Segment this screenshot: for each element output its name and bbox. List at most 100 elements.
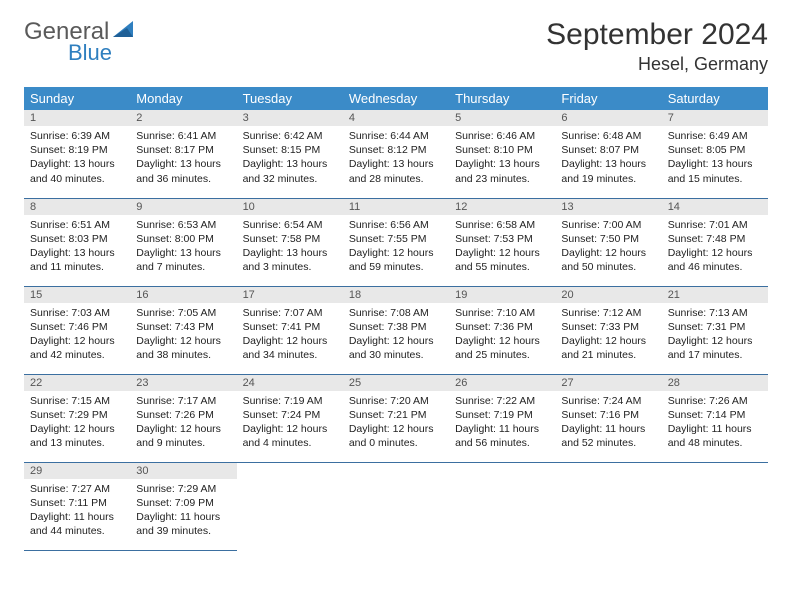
day-line-d2: and 7 minutes. [136,260,230,274]
day-line-d1: Daylight: 12 hours [349,422,443,436]
day-line-sr: Sunrise: 7:03 AM [30,306,124,320]
day-line-sr: Sunrise: 7:22 AM [455,394,549,408]
day-line-ss: Sunset: 8:03 PM [30,232,124,246]
day-line-sr: Sunrise: 7:26 AM [668,394,762,408]
day-details: Sunrise: 7:17 AMSunset: 7:26 PMDaylight:… [130,391,236,457]
day-details: Sunrise: 6:51 AMSunset: 8:03 PMDaylight:… [24,215,130,281]
day-line-sr: Sunrise: 6:58 AM [455,218,549,232]
calendar-day-cell: 12Sunrise: 6:58 AMSunset: 7:53 PMDayligh… [449,198,555,286]
day-number: 21 [662,287,768,303]
day-line-d2: and 17 minutes. [668,348,762,362]
calendar-day-cell: 11Sunrise: 6:56 AMSunset: 7:55 PMDayligh… [343,198,449,286]
day-line-d1: Daylight: 11 hours [136,510,230,524]
calendar-day-cell: 8Sunrise: 6:51 AMSunset: 8:03 PMDaylight… [24,198,130,286]
day-line-d1: Daylight: 12 hours [561,334,655,348]
day-details: Sunrise: 7:00 AMSunset: 7:50 PMDaylight:… [555,215,661,281]
day-number: 13 [555,199,661,215]
day-number: 7 [662,110,768,126]
day-line-ss: Sunset: 8:07 PM [561,143,655,157]
day-line-d2: and 36 minutes. [136,172,230,186]
day-number: 24 [237,375,343,391]
day-line-ss: Sunset: 8:05 PM [668,143,762,157]
day-line-d1: Daylight: 13 hours [455,157,549,171]
day-details: Sunrise: 7:07 AMSunset: 7:41 PMDaylight:… [237,303,343,369]
day-line-ss: Sunset: 8:15 PM [243,143,337,157]
day-line-sr: Sunrise: 7:01 AM [668,218,762,232]
day-details: Sunrise: 7:29 AMSunset: 7:09 PMDaylight:… [130,479,236,545]
day-number: 18 [343,287,449,303]
day-line-d1: Daylight: 12 hours [668,334,762,348]
weekday-header: Friday [555,87,661,110]
day-line-d1: Daylight: 12 hours [136,422,230,436]
day-line-sr: Sunrise: 7:10 AM [455,306,549,320]
day-line-ss: Sunset: 7:21 PM [349,408,443,422]
day-line-sr: Sunrise: 7:00 AM [561,218,655,232]
day-details: Sunrise: 6:41 AMSunset: 8:17 PMDaylight:… [130,126,236,192]
day-line-sr: Sunrise: 6:46 AM [455,129,549,143]
calendar-day-cell: 4Sunrise: 6:44 AMSunset: 8:12 PMDaylight… [343,110,449,198]
day-number: 10 [237,199,343,215]
day-line-d2: and 38 minutes. [136,348,230,362]
day-number: 5 [449,110,555,126]
day-line-d2: and 55 minutes. [455,260,549,274]
day-line-sr: Sunrise: 7:12 AM [561,306,655,320]
day-number: 2 [130,110,236,126]
calendar-day-cell: 30Sunrise: 7:29 AMSunset: 7:09 PMDayligh… [130,462,236,550]
day-line-d1: Daylight: 12 hours [30,334,124,348]
day-line-sr: Sunrise: 6:48 AM [561,129,655,143]
calendar-day-cell: .. [555,462,661,550]
day-line-ss: Sunset: 8:00 PM [136,232,230,246]
day-line-d2: and 25 minutes. [455,348,549,362]
day-line-d2: and 39 minutes. [136,524,230,538]
calendar-day-cell: 9Sunrise: 6:53 AMSunset: 8:00 PMDaylight… [130,198,236,286]
day-number: 11 [343,199,449,215]
day-line-d1: Daylight: 12 hours [455,246,549,260]
day-line-ss: Sunset: 7:29 PM [30,408,124,422]
day-line-d1: Daylight: 12 hours [136,334,230,348]
day-number: 23 [130,375,236,391]
calendar-day-cell: 18Sunrise: 7:08 AMSunset: 7:38 PMDayligh… [343,286,449,374]
calendar-week-row: 22Sunrise: 7:15 AMSunset: 7:29 PMDayligh… [24,374,768,462]
calendar-day-cell: .. [237,462,343,550]
day-line-d2: and 28 minutes. [349,172,443,186]
day-line-d1: Daylight: 12 hours [561,246,655,260]
day-line-d2: and 46 minutes. [668,260,762,274]
day-line-d2: and 11 minutes. [30,260,124,274]
day-line-ss: Sunset: 7:26 PM [136,408,230,422]
day-line-sr: Sunrise: 6:51 AM [30,218,124,232]
day-line-ss: Sunset: 7:19 PM [455,408,549,422]
day-line-d2: and 34 minutes. [243,348,337,362]
day-number: 29 [24,463,130,479]
day-line-sr: Sunrise: 6:49 AM [668,129,762,143]
day-details: Sunrise: 7:13 AMSunset: 7:31 PMDaylight:… [662,303,768,369]
day-details: Sunrise: 7:19 AMSunset: 7:24 PMDaylight:… [237,391,343,457]
day-line-d1: Daylight: 12 hours [243,422,337,436]
day-line-sr: Sunrise: 7:08 AM [349,306,443,320]
calendar-day-cell: 26Sunrise: 7:22 AMSunset: 7:19 PMDayligh… [449,374,555,462]
day-line-d2: and 48 minutes. [668,436,762,450]
day-number: 22 [24,375,130,391]
day-line-d2: and 23 minutes. [455,172,549,186]
day-line-sr: Sunrise: 7:29 AM [136,482,230,496]
day-line-d1: Daylight: 13 hours [561,157,655,171]
day-line-d1: Daylight: 13 hours [30,246,124,260]
day-details: Sunrise: 7:03 AMSunset: 7:46 PMDaylight:… [24,303,130,369]
day-details: Sunrise: 7:15 AMSunset: 7:29 PMDaylight:… [24,391,130,457]
calendar-day-cell: 15Sunrise: 7:03 AMSunset: 7:46 PMDayligh… [24,286,130,374]
day-line-sr: Sunrise: 7:05 AM [136,306,230,320]
calendar-day-cell: 23Sunrise: 7:17 AMSunset: 7:26 PMDayligh… [130,374,236,462]
day-number: 30 [130,463,236,479]
calendar-day-cell: 19Sunrise: 7:10 AMSunset: 7:36 PMDayligh… [449,286,555,374]
weekday-header: Wednesday [343,87,449,110]
day-line-ss: Sunset: 7:46 PM [30,320,124,334]
day-line-d1: Daylight: 13 hours [349,157,443,171]
calendar-day-cell: 22Sunrise: 7:15 AMSunset: 7:29 PMDayligh… [24,374,130,462]
day-line-ss: Sunset: 7:24 PM [243,408,337,422]
calendar-day-cell: 20Sunrise: 7:12 AMSunset: 7:33 PMDayligh… [555,286,661,374]
calendar-day-cell: 17Sunrise: 7:07 AMSunset: 7:41 PMDayligh… [237,286,343,374]
day-number: 17 [237,287,343,303]
day-line-ss: Sunset: 7:16 PM [561,408,655,422]
day-line-ss: Sunset: 7:55 PM [349,232,443,246]
day-number: 28 [662,375,768,391]
day-number: 14 [662,199,768,215]
